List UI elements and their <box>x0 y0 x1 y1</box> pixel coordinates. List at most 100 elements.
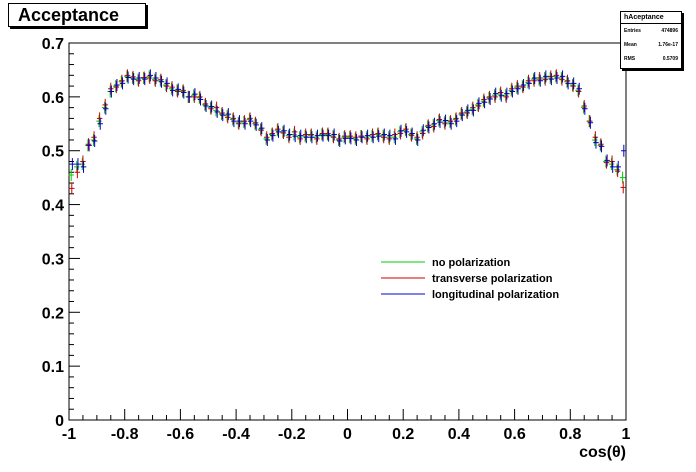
legend: no polarization transverse polarization lo… <box>381 257 559 301</box>
series-transverse-polarization <box>69 69 626 195</box>
data-point <box>296 131 303 144</box>
data-point <box>587 116 594 129</box>
data-point <box>197 93 204 106</box>
data-point <box>481 96 488 109</box>
data-point <box>108 85 115 98</box>
data-point <box>135 74 142 87</box>
data-point <box>90 133 97 146</box>
x-tick-label: 0 <box>343 426 352 443</box>
stats-row-entries: Entries 474896 <box>621 24 681 38</box>
data-point <box>101 101 108 114</box>
data-point <box>241 116 247 129</box>
data-point <box>191 90 198 103</box>
data-point <box>125 71 131 84</box>
data-point <box>531 74 537 87</box>
data-point <box>202 97 209 110</box>
data-point <box>119 77 126 90</box>
data-point <box>564 75 570 88</box>
legend-label: longitudinal polarization <box>432 289 559 301</box>
data-point <box>268 128 275 141</box>
data-point <box>437 116 443 129</box>
data-point <box>236 115 243 128</box>
data-point <box>135 73 141 86</box>
data-point <box>158 73 164 86</box>
data-point <box>341 131 347 144</box>
data-point <box>520 81 526 94</box>
data-point <box>620 181 626 194</box>
data-point <box>141 71 147 84</box>
stats-value: 1.76e-17 <box>658 42 678 48</box>
data-point <box>241 115 248 128</box>
data-point <box>113 81 120 94</box>
data-point <box>604 154 610 167</box>
data-point <box>353 131 359 144</box>
data-point <box>442 114 449 127</box>
stats-row-mean: Mean 1.76e-17 <box>621 38 681 52</box>
data-point <box>615 160 621 173</box>
data-point <box>603 156 610 169</box>
data-point <box>564 74 571 87</box>
data-point <box>180 84 186 97</box>
data-point <box>347 130 354 143</box>
y-tick-label: 0.3 <box>42 251 64 268</box>
data-point <box>169 81 175 94</box>
data-point <box>526 77 532 90</box>
data-point <box>491 89 498 102</box>
data-point <box>593 136 599 149</box>
data-point <box>147 69 154 82</box>
data-point <box>548 73 555 86</box>
data-point <box>252 117 258 130</box>
data-point <box>376 130 382 143</box>
data-point <box>152 74 159 87</box>
data-point <box>324 128 331 141</box>
series-longitudinal-polarization <box>69 69 627 173</box>
data-point <box>358 130 365 143</box>
data-point <box>436 114 442 127</box>
data-point <box>414 133 421 146</box>
data-point <box>175 83 181 96</box>
data-point <box>181 86 187 99</box>
data-point <box>147 72 153 85</box>
data-point <box>192 88 198 101</box>
stats-row-rms: RMS 0.5709 <box>621 52 681 66</box>
data-point <box>203 100 209 113</box>
data-point <box>168 82 175 95</box>
data-point <box>247 115 254 128</box>
data-point <box>525 74 532 87</box>
data-point <box>514 80 521 93</box>
data-point <box>235 116 242 129</box>
data-point <box>309 131 315 144</box>
stats-box: hAceptance Entries 474896 Mean 1.76e-17 … <box>620 11 682 69</box>
x-tick-label: 0.4 <box>448 426 470 443</box>
data-point <box>113 80 119 93</box>
data-point <box>231 115 237 128</box>
legend-label: transverse polarization <box>432 273 553 285</box>
data-point <box>481 93 487 106</box>
data-point <box>537 74 543 87</box>
data-point <box>303 131 310 144</box>
data-point <box>314 129 321 142</box>
data-point <box>424 120 431 133</box>
data-point <box>502 89 509 102</box>
data-point <box>543 70 549 83</box>
data-point <box>281 124 287 137</box>
data-point <box>531 72 538 85</box>
data-point <box>103 102 109 115</box>
data-point <box>229 113 236 126</box>
data-point <box>504 87 510 100</box>
data-point <box>458 108 464 121</box>
data-point <box>414 131 420 144</box>
data-point <box>335 133 342 146</box>
data-point <box>330 130 336 143</box>
data-point <box>242 117 248 130</box>
plot-frame <box>68 42 627 421</box>
data-point <box>448 117 454 130</box>
data-point <box>470 101 476 114</box>
data-point <box>158 75 165 88</box>
data-point <box>208 100 215 113</box>
data-point <box>592 131 599 144</box>
data-point <box>547 72 553 85</box>
data-point <box>431 120 437 133</box>
data-point <box>452 113 459 126</box>
data-point <box>74 160 80 173</box>
